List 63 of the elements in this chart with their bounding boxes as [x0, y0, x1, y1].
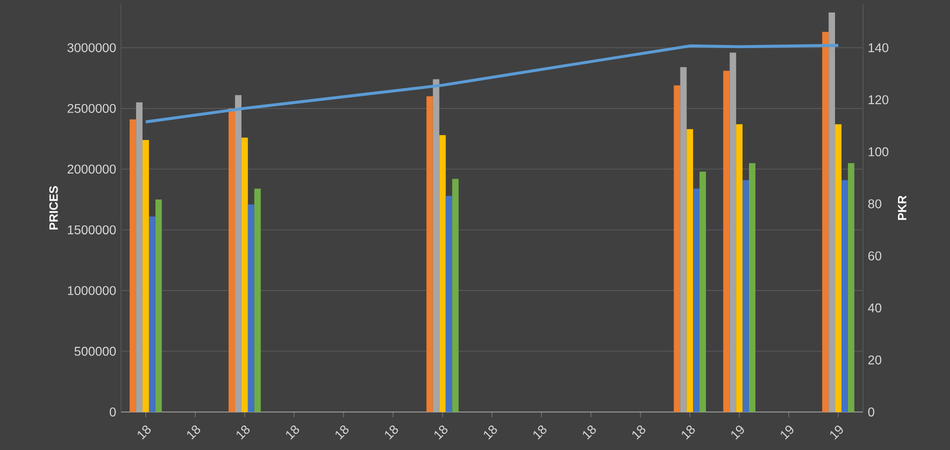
x-tick-label: 19 — [780, 426, 794, 440]
bar — [155, 199, 162, 412]
y-tick-label: 1000000 — [68, 286, 116, 296]
bar — [680, 67, 687, 412]
bar — [841, 180, 848, 412]
bar — [700, 172, 706, 412]
x-tick-label: 18 — [533, 425, 546, 440]
bar — [674, 85, 680, 412]
bar — [426, 96, 433, 412]
bar — [142, 140, 149, 412]
y-tick-label: 1500000 — [68, 225, 116, 234]
bar — [446, 196, 452, 412]
bar — [136, 102, 143, 412]
bar — [439, 135, 446, 412]
y2-tick-label: 140 — [868, 43, 888, 52]
y-tick-label: 0 — [110, 408, 116, 416]
bar — [432, 79, 440, 412]
x-tick-label: 19 — [731, 426, 744, 440]
bar — [228, 108, 236, 412]
x-tick-label: 18 — [582, 425, 596, 440]
y-tick-label: 3000000 — [67, 43, 116, 52]
bar — [130, 119, 136, 412]
bar — [686, 129, 694, 412]
y2-tick-label: 80 — [868, 199, 882, 208]
x-tick-label: 18 — [286, 425, 300, 440]
bar — [822, 32, 829, 412]
x-tick-label: 18 — [236, 425, 250, 440]
y2-tick-label: 120 — [868, 95, 888, 104]
bar — [723, 70, 730, 412]
bar — [254, 188, 261, 412]
bar — [848, 163, 854, 412]
x-tick-label: 18 — [434, 425, 448, 440]
x-tick-label: 18 — [632, 425, 646, 440]
y2-tick-label: 40 — [868, 303, 882, 312]
bar — [241, 138, 248, 412]
y2-tick-label: 20 — [868, 355, 882, 364]
bar — [148, 216, 156, 412]
bar — [248, 204, 254, 412]
y2-tick-label: 0 — [868, 408, 874, 416]
bar — [235, 95, 242, 412]
x-tick-label: 18 — [682, 425, 695, 440]
x-tick-label: 18 — [336, 425, 349, 440]
y-axis-title: PRICES — [49, 186, 58, 230]
y2-tick-label: 60 — [868, 251, 882, 260]
bar — [693, 188, 700, 412]
bar — [452, 178, 459, 412]
x-tick-label: 19 — [830, 426, 843, 440]
x-tick-label: 18 — [138, 425, 151, 440]
y-tick-label: 2500000 — [68, 104, 116, 113]
x-tick-label: 18 — [385, 425, 398, 440]
y-tick-label: 500000 — [74, 346, 116, 356]
bar — [748, 163, 756, 412]
bar — [828, 12, 836, 412]
bar — [835, 124, 842, 412]
bar — [736, 124, 743, 412]
bar — [730, 52, 736, 412]
bar — [742, 180, 749, 412]
y2-tick-label: 100 — [868, 147, 888, 156]
x-tick-label: 18 — [484, 425, 497, 440]
line-series — [144, 44, 840, 124]
y2-axis-title: PKR — [898, 196, 906, 220]
x-tick-label: 18 — [187, 425, 200, 440]
y-tick-label: 2000000 — [68, 164, 116, 174]
